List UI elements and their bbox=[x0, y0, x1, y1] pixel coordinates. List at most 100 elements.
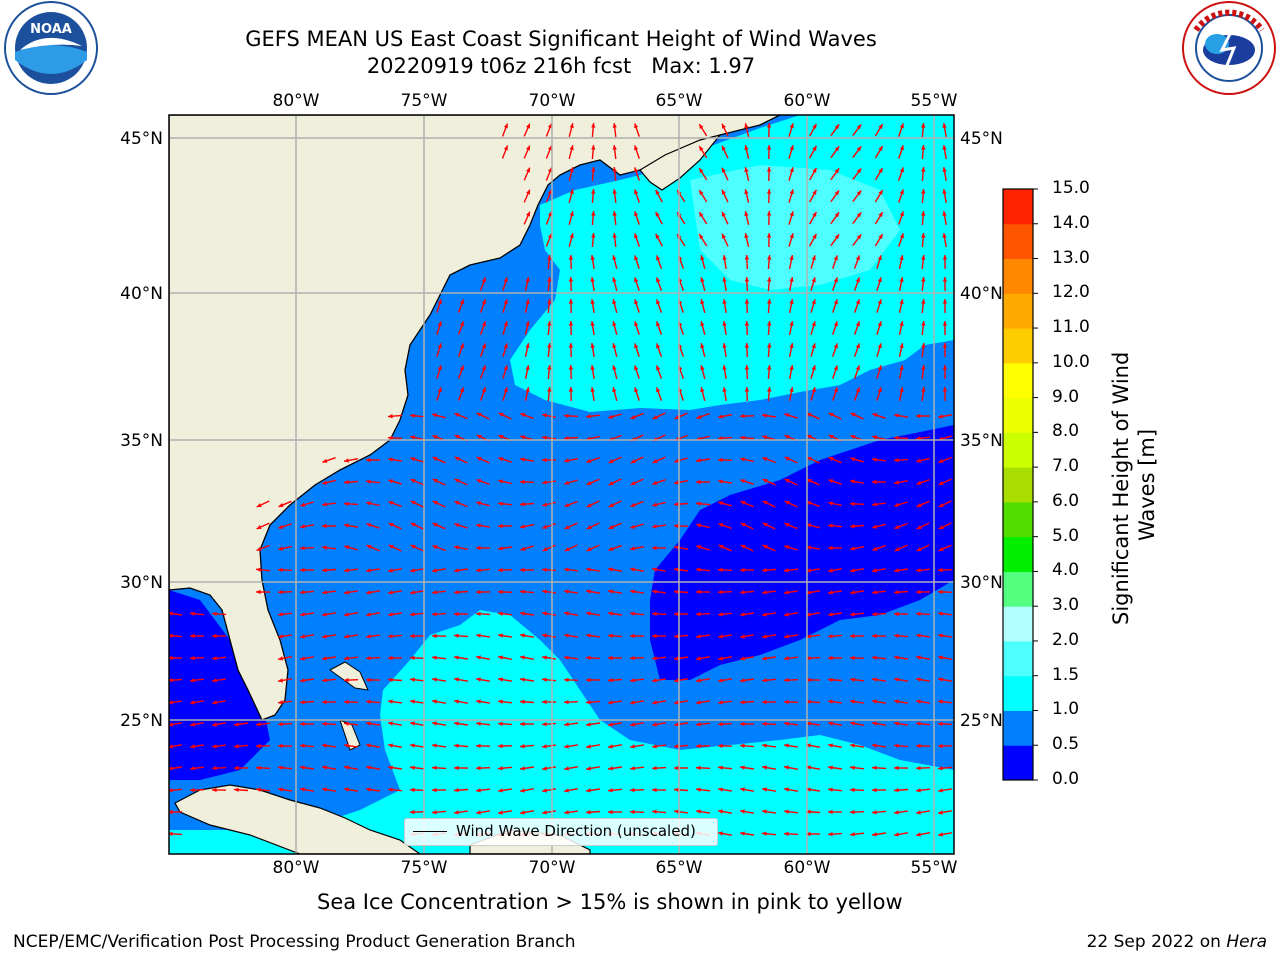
wave-direction-arrowhead bbox=[481, 365, 486, 371]
wave-direction-arrowhead bbox=[878, 124, 883, 129]
wave-direction-arrowhead bbox=[674, 656, 679, 661]
wave-direction-arrowhead bbox=[568, 299, 574, 304]
wave-direction-arrowhead bbox=[569, 167, 574, 173]
wave-direction-arrowhead bbox=[767, 365, 772, 370]
colorbar-bin bbox=[1003, 362, 1033, 399]
wave-direction-arrowhead bbox=[872, 457, 877, 462]
wave-direction-arrowhead bbox=[942, 145, 947, 150]
wave-direction-arrowhead bbox=[498, 766, 503, 771]
wave-direction-arrowhead bbox=[190, 611, 195, 616]
wave-direction-arrowhead bbox=[432, 765, 437, 770]
wave-direction-arrowhead bbox=[916, 589, 921, 595]
wave-direction-arrowhead bbox=[586, 788, 591, 793]
wave-direction-arrowhead bbox=[899, 387, 904, 392]
wave-direction-arrowhead bbox=[828, 787, 833, 792]
wave-region-1.5-2m-north bbox=[690, 165, 900, 290]
wave-direction-arrowhead bbox=[388, 414, 393, 419]
wave-direction-arrowhead bbox=[921, 277, 926, 282]
wave-direction-arrowhead bbox=[590, 387, 595, 392]
wave-direction-arrowhead bbox=[190, 744, 195, 749]
wave-direction-arrowhead bbox=[850, 787, 855, 793]
wave-direction-arrowhead bbox=[828, 699, 833, 704]
wave-direction-arrowhead bbox=[722, 233, 726, 239]
wave-direction-arrowhead bbox=[855, 387, 860, 393]
wave-direction-arrowhead bbox=[547, 321, 552, 326]
wave-direction-arrowhead bbox=[921, 167, 926, 172]
wave-direction-arrowhead bbox=[542, 567, 547, 572]
wave-direction-arrowhead bbox=[899, 365, 904, 370]
wave-direction-arrowhead bbox=[520, 524, 525, 529]
wave-direction-arrowhead bbox=[344, 699, 349, 705]
wave-direction-arrowhead bbox=[410, 545, 416, 549]
wave-direction-arrowhead bbox=[850, 568, 855, 573]
wave-direction-arrowhead bbox=[459, 365, 464, 371]
wave-direction-arrowhead bbox=[696, 722, 701, 727]
wave-direction-arrowhead bbox=[878, 146, 883, 151]
wave-direction-arrowhead bbox=[806, 634, 811, 639]
wave-direction-arrowhead bbox=[454, 611, 459, 617]
wave-direction-arrowhead bbox=[674, 787, 679, 792]
wave-direction-arrowhead bbox=[169, 700, 173, 705]
wave-direction-arrowhead bbox=[811, 365, 816, 371]
wave-direction-arrowhead bbox=[767, 387, 772, 392]
wave-direction-arrowhead bbox=[718, 787, 723, 792]
wave-direction-arrowhead bbox=[762, 435, 768, 440]
wave-direction-arrowhead bbox=[547, 233, 552, 239]
wave-direction-arrowhead bbox=[942, 365, 948, 370]
wave-direction-arrowhead bbox=[590, 255, 595, 260]
wave-direction-arrowhead bbox=[300, 700, 305, 705]
wave-direction-arrowhead bbox=[784, 545, 790, 550]
wave-direction-arrowhead bbox=[942, 233, 947, 238]
wave-direction-arrowhead bbox=[212, 656, 217, 661]
wave-direction-arrowhead bbox=[366, 721, 371, 726]
wave-direction-arrowhead bbox=[744, 211, 749, 217]
wave-direction-arrowhead bbox=[722, 277, 727, 282]
wave-direction-arrowhead bbox=[300, 502, 306, 507]
wave-direction-arrowhead bbox=[722, 343, 727, 348]
wave-direction-arrowhead bbox=[256, 787, 261, 792]
wave-direction-arrowhead bbox=[608, 589, 613, 594]
wave-direction-arrowhead bbox=[630, 415, 636, 419]
wave-direction-arrowhead bbox=[608, 744, 613, 749]
wave-direction-arrowhead bbox=[630, 787, 635, 793]
colorbar-bin bbox=[1003, 397, 1033, 433]
wave-direction-arrowhead bbox=[520, 677, 525, 682]
wave-direction-arrowhead bbox=[921, 123, 926, 128]
wave-direction-arrowhead bbox=[762, 545, 768, 549]
wave-direction-arrowhead bbox=[564, 413, 569, 418]
wave-direction-arrowhead bbox=[762, 568, 767, 573]
wave-direction-arrowhead bbox=[454, 568, 459, 573]
lon-label-top-75w: 75°W bbox=[401, 91, 448, 111]
wave-direction-arrowhead bbox=[718, 479, 723, 484]
wave-direction-arrowhead bbox=[568, 321, 574, 326]
wave-direction-arrowhead bbox=[696, 634, 701, 639]
wave-direction-arrowhead bbox=[454, 457, 460, 461]
wave-direction-arrowhead bbox=[568, 255, 574, 260]
wave-direction-arrowhead bbox=[525, 299, 530, 304]
wave-direction-arrowhead bbox=[388, 435, 393, 441]
wave-direction-arrowhead bbox=[190, 787, 195, 793]
wave-direction-arrowhead bbox=[498, 501, 503, 506]
wave-direction-arrowhead bbox=[740, 590, 745, 595]
wave-direction-arrowhead bbox=[942, 255, 948, 260]
wave-direction-arrowhead bbox=[834, 212, 840, 218]
wave-direction-arrowhead bbox=[766, 211, 772, 216]
wave-direction-arrowhead bbox=[740, 809, 745, 814]
wave-direction-arrowhead bbox=[877, 321, 882, 327]
footer-branch: NCEP/EMC/Verification Post Processing Pr… bbox=[13, 932, 576, 952]
wave-direction-arrowhead bbox=[169, 788, 173, 793]
wave-direction-arrowhead bbox=[278, 787, 283, 792]
wave-direction-arrowhead bbox=[722, 321, 727, 326]
wave-direction-arrowhead bbox=[656, 321, 661, 327]
wave-direction-arrowhead bbox=[812, 145, 817, 151]
wave-direction-arrowhead bbox=[872, 633, 877, 639]
wave-direction-arrowhead bbox=[696, 523, 701, 528]
wave-direction-arrowhead bbox=[806, 413, 812, 417]
wave-direction-arrowhead bbox=[878, 190, 883, 195]
wave-direction-arrowhead bbox=[696, 787, 701, 792]
wave-direction-arrowhead bbox=[481, 343, 486, 349]
wave-direction-arrowhead bbox=[916, 788, 921, 793]
wave-direction-arrowhead bbox=[718, 831, 723, 836]
wave-direction-arrowhead bbox=[520, 633, 525, 638]
wave-direction-arrowhead bbox=[454, 523, 460, 528]
